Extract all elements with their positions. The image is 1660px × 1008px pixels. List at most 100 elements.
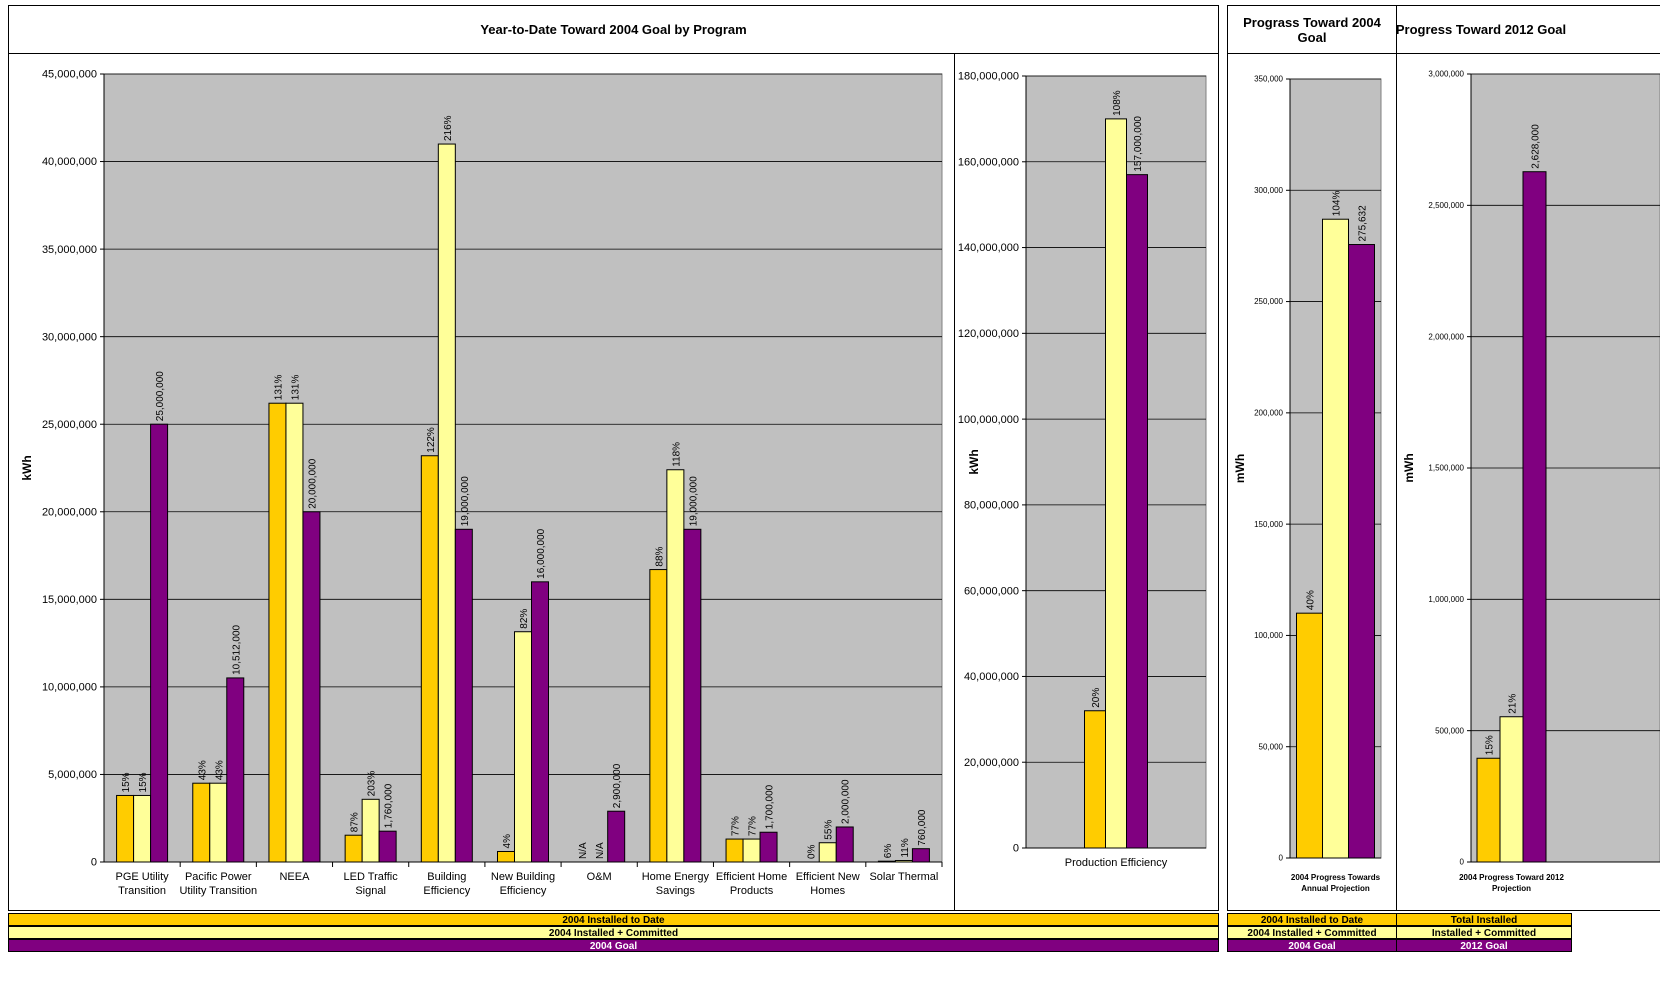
data-label: 15% bbox=[121, 772, 132, 792]
data-label: 15% bbox=[138, 772, 149, 792]
legend-main-installed: 2004 Installed to Date bbox=[8, 913, 1219, 926]
data-label: 104% bbox=[1332, 191, 1343, 217]
y-axis-label: mWh bbox=[1233, 454, 1247, 483]
bar bbox=[1322, 218, 1349, 859]
y-tick-label: 100,000 bbox=[1254, 631, 1283, 640]
data-label: 15% bbox=[1485, 735, 1496, 755]
y-tick-label: 50,000 bbox=[1259, 742, 1284, 751]
panel-divider bbox=[954, 53, 955, 911]
category-label: Production Efficiency bbox=[1065, 857, 1168, 869]
y-tick-label: 1,500,000 bbox=[1428, 464, 1464, 473]
bar bbox=[666, 469, 685, 863]
data-label: 19,000,000 bbox=[688, 476, 699, 526]
y-tick-label: 3,000,000 bbox=[1428, 70, 1464, 79]
data-label: 2,900,000 bbox=[612, 763, 623, 808]
y-tick-label: 0 bbox=[1279, 854, 1284, 863]
data-label: 131% bbox=[273, 375, 284, 401]
y-tick-label: 100,000,000 bbox=[958, 414, 1019, 426]
category-label: 2004 Progress Toward 2012 bbox=[1459, 873, 1564, 882]
data-label: 77% bbox=[731, 816, 742, 836]
legend-2004-committed: 2004 Installed + Committed bbox=[1227, 926, 1397, 939]
category-label: 2004 Progress Towards bbox=[1291, 873, 1381, 882]
data-label: 1,760,000 bbox=[384, 783, 395, 828]
bar bbox=[1105, 118, 1127, 849]
data-label: 25,000,000 bbox=[155, 371, 166, 421]
category-label: Homes bbox=[810, 885, 845, 897]
bar bbox=[344, 834, 363, 863]
bar bbox=[1126, 174, 1148, 849]
y-tick-label: 40,000,000 bbox=[964, 671, 1019, 683]
y-tick-label: 5,000,000 bbox=[48, 769, 97, 781]
category-label: Efficiency bbox=[423, 885, 470, 897]
y-tick-label: 30,000,000 bbox=[42, 331, 97, 343]
category-label: PGE Utility bbox=[115, 871, 169, 883]
data-label: 88% bbox=[654, 546, 665, 566]
category-label: Products bbox=[730, 885, 774, 897]
category-label: Pacific Power bbox=[185, 871, 252, 883]
legend-main-goal: 2004 Goal bbox=[8, 939, 1219, 952]
y-tick-label: 45,000,000 bbox=[42, 69, 97, 81]
y-tick-label: 200,000 bbox=[1254, 409, 1283, 418]
bar bbox=[1084, 710, 1106, 849]
y-tick-label: 0 bbox=[1460, 858, 1465, 867]
data-label: 87% bbox=[350, 812, 361, 832]
category-label: Building bbox=[427, 871, 466, 883]
bar bbox=[226, 677, 245, 863]
y-tick-label: 15,000,000 bbox=[42, 594, 97, 606]
category-label: New Building bbox=[491, 871, 555, 883]
y-tick-label: 120,000,000 bbox=[958, 328, 1019, 340]
bar bbox=[209, 782, 228, 863]
program-bar-chart: 0 5,000,000 10,000,000 15,000,000 20,000,000… bbox=[20, 69, 943, 897]
bar bbox=[911, 848, 930, 863]
category-label: LED Traffic bbox=[344, 871, 399, 883]
data-label: 10,512,000 bbox=[231, 624, 242, 674]
bar bbox=[192, 782, 211, 863]
category-label: Home Energy bbox=[642, 871, 710, 883]
category-label: Signal bbox=[355, 885, 386, 897]
data-label: 55% bbox=[824, 820, 835, 840]
bar bbox=[514, 631, 532, 863]
bar bbox=[649, 569, 668, 863]
category-label: Projection bbox=[1492, 884, 1531, 893]
progress-2012-title: Progress Toward 2012 Goal bbox=[1395, 22, 1567, 37]
y-tick-label: 180,000,000 bbox=[958, 71, 1019, 83]
y-tick-label: 0 bbox=[91, 857, 97, 869]
progress-2004-chart: 0 50,000 100,000 150,000 200,000 250,000 300,0… bbox=[1233, 75, 1382, 893]
bar bbox=[607, 810, 626, 863]
data-label: 760,000 bbox=[917, 809, 928, 846]
progress-2012-title-box bbox=[1396, 5, 1660, 54]
y-tick-label: 25,000,000 bbox=[42, 419, 97, 431]
data-label: 2,000,000 bbox=[841, 779, 852, 824]
bar bbox=[420, 455, 439, 863]
bar bbox=[1348, 244, 1375, 859]
y-tick-label: 350,000 bbox=[1254, 75, 1283, 84]
main-title-box bbox=[8, 5, 1219, 54]
y-tick-label: 2,500,000 bbox=[1428, 201, 1464, 210]
y-tick-label: 40,000,000 bbox=[42, 156, 97, 168]
data-label: 203% bbox=[367, 771, 378, 797]
data-label: 108% bbox=[1112, 90, 1123, 116]
legend-2012-committed: Installed + Committed bbox=[1396, 926, 1572, 939]
category-label: NEEA bbox=[279, 871, 310, 883]
data-label: 2,628,000 bbox=[1531, 124, 1542, 169]
bar bbox=[759, 831, 778, 863]
legend-2012-goal: 2012 Goal bbox=[1396, 939, 1572, 952]
data-label: N/A bbox=[595, 842, 606, 859]
y-tick-label: 1,000,000 bbox=[1428, 595, 1464, 604]
data-label: 0% bbox=[807, 844, 818, 859]
data-label: 275,632 bbox=[1358, 205, 1369, 242]
y-tick-label: 140,000,000 bbox=[958, 242, 1019, 254]
data-label: 16,000,000 bbox=[536, 528, 547, 578]
y-tick-label: 2,000,000 bbox=[1428, 332, 1464, 341]
bar bbox=[835, 826, 854, 863]
bar bbox=[378, 830, 397, 863]
legend-2004-goal: 2004 Goal bbox=[1227, 939, 1397, 952]
y-tick-label: 300,000 bbox=[1254, 186, 1283, 195]
y-tick-label: 160,000,000 bbox=[958, 156, 1019, 168]
category-label: Efficiency bbox=[500, 885, 547, 897]
bar bbox=[683, 528, 702, 863]
bar bbox=[725, 838, 744, 863]
data-label: 11% bbox=[900, 838, 911, 857]
category-label: Transition bbox=[118, 885, 166, 897]
y-tick-label: 20,000,000 bbox=[42, 506, 97, 518]
